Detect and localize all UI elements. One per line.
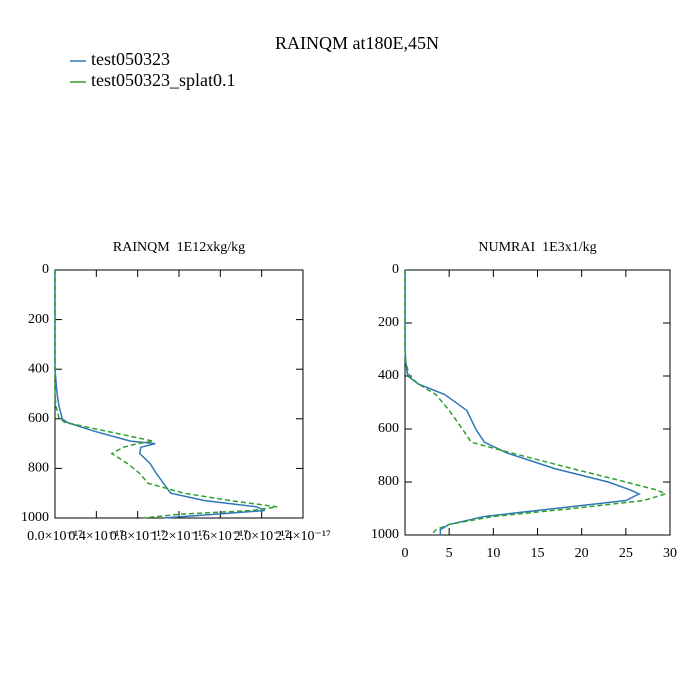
x-tick-label: 0.4×10⁻¹⁷ xyxy=(68,529,124,544)
figure-title: RAINQM at180E,45N xyxy=(275,33,439,53)
series-line xyxy=(54,270,266,519)
x-tick-label: 25 xyxy=(619,546,633,561)
subplot-title: NUMRAI 1E3x1/kg xyxy=(478,240,596,255)
x-tick-label: 15 xyxy=(531,546,545,561)
x-tick-label: 0.0×10⁻¹⁷ xyxy=(27,529,83,544)
x-tick-label: 5 xyxy=(446,546,453,561)
x-tick-label: 10 xyxy=(486,546,500,561)
y-tick-label: 1000 xyxy=(371,527,399,542)
x-tick-label: 0 xyxy=(402,546,409,561)
plot-frame xyxy=(404,269,671,536)
subplot-title: RAINQM 1E12xkg/kg xyxy=(113,240,245,255)
y-tick-label: 600 xyxy=(28,411,49,426)
series-line xyxy=(404,270,641,535)
x-tick-label: 30 xyxy=(663,546,677,561)
y-tick-label: 400 xyxy=(378,368,399,383)
x-tick-label: 2.4×10⁻¹⁷ xyxy=(275,529,331,544)
plot-frame xyxy=(54,269,304,519)
x-tick-label: 1.2×10⁻¹⁷ xyxy=(151,529,207,544)
y-tick-label: 1000 xyxy=(21,510,49,525)
series-line xyxy=(54,270,278,519)
x-tick-label: 1.6×10⁻¹⁷ xyxy=(192,529,248,544)
y-tick-label: 800 xyxy=(28,461,49,476)
y-tick-label: 200 xyxy=(378,315,399,330)
legend-label: test050323_splat0.1 xyxy=(91,70,236,90)
y-tick-label: 200 xyxy=(28,312,49,327)
x-tick-label: 0.8×10⁻¹⁷ xyxy=(110,529,166,544)
x-tick-label: 2.0×10⁻¹⁷ xyxy=(234,529,290,544)
y-tick-label: 800 xyxy=(378,474,399,489)
y-tick-label: 0 xyxy=(392,262,399,277)
series-line xyxy=(404,270,668,536)
legend-label: test050323 xyxy=(91,49,170,69)
y-tick-label: 600 xyxy=(378,421,399,436)
y-tick-label: 400 xyxy=(28,361,49,376)
x-tick-label: 20 xyxy=(575,546,589,561)
y-tick-label: 0 xyxy=(42,262,49,277)
